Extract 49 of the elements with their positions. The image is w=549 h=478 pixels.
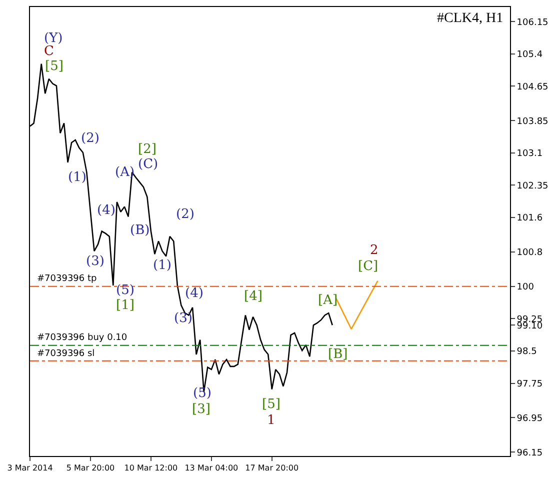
- annotation: (5): [193, 386, 212, 401]
- annotation: [A]: [318, 293, 338, 308]
- annotation: (3): [174, 311, 192, 326]
- y-tick-label: 103.85: [516, 116, 548, 127]
- y-tick-label: 96.95: [516, 414, 543, 424]
- x-tick-label: 5 Mar 20:00: [66, 464, 115, 473]
- annotation: (Y): [44, 31, 63, 46]
- y-tick-label: 103.1: [516, 149, 543, 160]
- y-tick-label: 100.8: [516, 248, 543, 258]
- x-tick-label: 17 Mar 20:00: [245, 464, 299, 473]
- annotation: [C]: [358, 259, 378, 274]
- y-tick-label: 96.15: [516, 448, 543, 458]
- annotation: (5): [116, 283, 134, 298]
- annotation: C: [44, 44, 54, 59]
- annotation: (2): [81, 131, 100, 146]
- annotation: [3]: [192, 402, 210, 417]
- annotation: [B]: [328, 347, 348, 362]
- x-tick-label: 13 Mar 04:00: [184, 464, 238, 473]
- chart-title: #CLK4, H1: [437, 11, 504, 26]
- annotation: 2: [370, 243, 378, 258]
- annotation: [2]: [138, 142, 156, 157]
- ref-line-label: #7039396 tp: [37, 274, 98, 284]
- annotation: (2): [176, 207, 194, 222]
- y-tick-label: 106.15: [516, 18, 548, 28]
- y-tick-label: 104.65: [516, 82, 548, 92]
- annotation: [4]: [244, 289, 262, 304]
- annotation: (4): [97, 203, 116, 218]
- y-tick-label: 101.6: [516, 214, 543, 224]
- annotation: [5]: [45, 59, 64, 74]
- annotation: (4): [185, 286, 204, 301]
- ref-line-label: #7039396 sl: [37, 349, 95, 359]
- annotation: [1]: [116, 298, 134, 313]
- y-tick-label: 100: [516, 282, 534, 293]
- x-tick-label: 10 Mar 12:00: [124, 464, 178, 473]
- annotation: (B): [130, 223, 150, 238]
- y-tick-label: 98.5: [516, 347, 537, 358]
- annotation: (1): [68, 170, 86, 185]
- y-tick-label: 99.10: [516, 321, 543, 332]
- x-tick-label: 3 Mar 2014: [7, 464, 53, 473]
- y-tick-label: 105.4: [516, 50, 543, 60]
- annotation: (A): [115, 165, 135, 180]
- annotation: [5]: [262, 397, 280, 412]
- ref-line-label: #7039396 buy 0.10: [37, 333, 128, 343]
- annotation: (3): [86, 254, 104, 269]
- y-tick-label: 97.75: [516, 379, 543, 390]
- annotation: (C): [138, 157, 158, 172]
- y-tick-label: 102.35: [516, 181, 548, 192]
- annotation: (1): [153, 258, 172, 273]
- annotation: 1: [267, 413, 276, 428]
